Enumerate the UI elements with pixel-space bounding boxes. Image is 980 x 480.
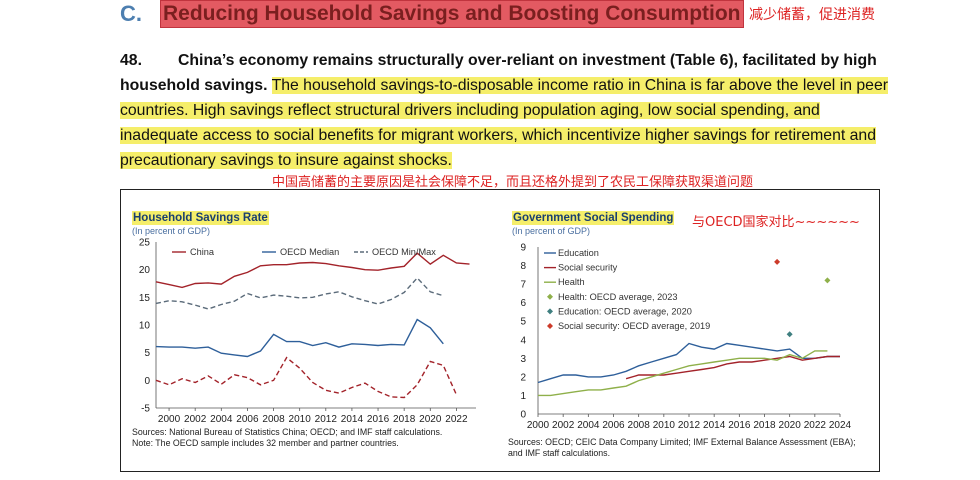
x-tick-label: 2000 — [527, 420, 550, 431]
x-tick-label: 2002 — [552, 420, 575, 431]
x-tick-label: 2008 — [262, 414, 285, 424]
figure-box — [120, 189, 880, 472]
series-line-0 — [537, 342, 840, 384]
legend-label-2: OECD Min/Max — [372, 247, 436, 257]
x-tick-label: 2012 — [315, 414, 338, 424]
legend-marker-1 — [547, 308, 553, 315]
paragraph-number: 48. — [120, 52, 142, 69]
series-line-3 — [155, 356, 458, 399]
left-chart-subtitle: (In percent of GDP) — [132, 226, 211, 236]
x-tick-label: 2018 — [393, 414, 416, 424]
household-savings-chart: -5 0 5 10 15 20 25 2000 2002 2004 2006 2008 2010 2012… — [139, 238, 476, 424]
y-tick-label: 1 — [520, 391, 526, 402]
legend-marker-0 — [547, 293, 553, 300]
x-tick-label: 2020 — [779, 420, 802, 431]
section-title: Reducing Household Savings and Boosting … — [160, 0, 744, 28]
marker-diamond-2 — [774, 258, 781, 265]
legend-label-1: Social security — [558, 263, 618, 273]
y-tick-label: 9 — [520, 243, 526, 254]
x-tick-label: 2000 — [158, 414, 181, 424]
x-tick-label: 2024 — [829, 420, 852, 431]
right-chart-subtitle: (In percent of GDP) — [512, 226, 591, 236]
legend-label-0: China — [190, 247, 215, 257]
series-line-1 — [155, 318, 444, 358]
y-tick-label: 25 — [139, 238, 151, 249]
left-chart-source: Sources: National Bureau of Statistics C… — [132, 427, 443, 437]
right-chart-source: Sources: OECD; CEIC Data Company Limited… — [508, 437, 856, 458]
x-tick-label: 2018 — [753, 420, 776, 431]
x-tick-label: 2016 — [728, 420, 751, 431]
left-chart-note: Note: The OECD sample includes 32 member… — [132, 438, 399, 448]
y-tick-label: 7 — [520, 280, 526, 291]
x-tick-label: 2002 — [184, 414, 207, 424]
y-tick-label: 10 — [139, 321, 151, 332]
legend-marker-label-1: Education: OECD average, 2020 — [558, 306, 692, 316]
title-annotation-cn: 减少储蓄，促进消费 — [749, 7, 875, 23]
x-tick-label: 2014 — [341, 414, 364, 424]
x-tick-label: 2022 — [445, 414, 468, 424]
x-tick-label: 2006 — [236, 414, 259, 424]
left-chart-title: Household Savings Rate — [132, 211, 269, 225]
x-tick-label: 2010 — [289, 414, 312, 424]
y-tick-label: 4 — [520, 335, 526, 346]
paragraph-bold-lead: China’s economy remains structurally ove… — [120, 52, 877, 94]
paragraph-48: 48. China’s economy remains structurally … — [120, 48, 890, 173]
legend-marker-label-0: Health: OECD average, 2023 — [558, 292, 678, 302]
x-tick-label: 2006 — [602, 420, 625, 431]
right-chart-annotation-cn: 与OECD国家对比~~~~~~ — [692, 215, 860, 230]
series-line-0 — [155, 252, 470, 289]
x-tick-label: 2022 — [804, 420, 827, 431]
series-line-2 — [155, 276, 444, 310]
legend-label-2: Health — [558, 277, 585, 287]
x-tick-label: 2016 — [367, 414, 390, 424]
y-tick-label: 8 — [520, 261, 526, 272]
y-tick-label: 15 — [139, 293, 151, 304]
y-tick-label: 5 — [520, 317, 526, 328]
series-line-2 — [538, 350, 828, 397]
section-letter: C. — [120, 1, 142, 26]
y-tick-label: 3 — [520, 354, 526, 365]
y-tick-label: -5 — [141, 404, 150, 415]
x-tick-label: 2010 — [653, 420, 676, 431]
series-line-1 — [625, 355, 840, 380]
legend-marker-label-2: Social security: OECD average, 2019 — [558, 321, 710, 331]
x-tick-label: 2012 — [678, 420, 701, 431]
y-tick-label: 5 — [144, 348, 150, 359]
section-header: C. Reducing Household Savings and Boosti… — [120, 0, 744, 28]
right-chart-title: Government Social Spending — [512, 211, 675, 225]
marker-diamond-0 — [824, 277, 831, 284]
paragraph-annotation-cn: 中国高储蓄的主要原因是社会保障不足，而且还格外提到了农民工保障获取渠道问题 — [272, 175, 754, 190]
legend-label-1: OECD Median — [280, 247, 339, 257]
y-tick-label: 6 — [520, 298, 526, 309]
x-tick-label: 2004 — [210, 414, 233, 424]
x-tick-label: 2014 — [703, 420, 726, 431]
marker-diamond-1 — [786, 331, 793, 338]
x-tick-label: 2004 — [577, 420, 600, 431]
legend-label-0: Education — [558, 248, 599, 258]
y-tick-label: 0 — [520, 410, 526, 421]
legend-marker-2 — [547, 323, 553, 329]
y-tick-label: 0 — [144, 376, 150, 387]
x-tick-label: 2020 — [419, 414, 442, 424]
x-tick-label: 2008 — [628, 420, 651, 431]
y-tick-label: 20 — [139, 265, 151, 276]
y-tick-label: 2 — [520, 372, 526, 383]
